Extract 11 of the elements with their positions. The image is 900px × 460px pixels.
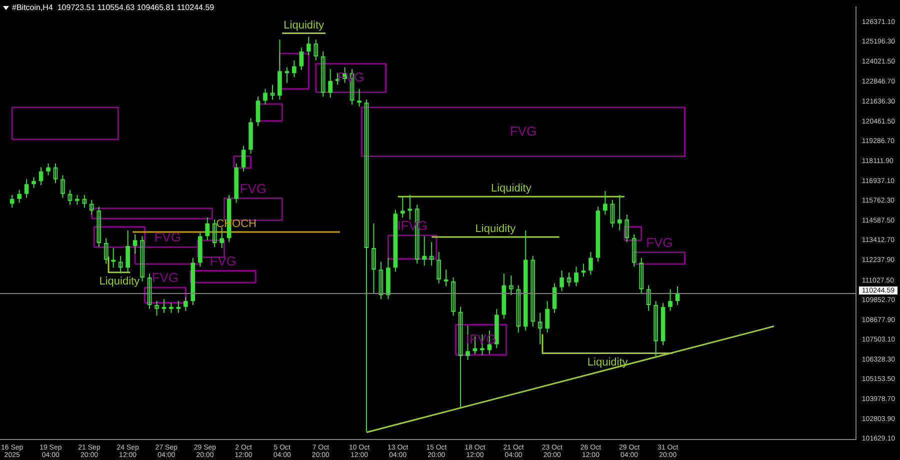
series-label: FVG <box>240 180 267 196</box>
series-label: Liquidity <box>490 182 532 195</box>
series-label: FVG <box>646 234 673 250</box>
series-label: FVG <box>510 123 537 138</box>
chart-title: #Bitcoin,H4 109723.51 110554.63 109465.81 110244.59 <box>12 3 215 12</box>
series-label: FVG <box>154 230 181 245</box>
series-label: Liquidity <box>587 356 628 368</box>
series-label: Liquidity <box>99 275 140 288</box>
series-label: Liquidity <box>475 223 516 236</box>
series-label: Liquidity <box>284 19 324 32</box>
series-label: FVG <box>152 270 179 286</box>
